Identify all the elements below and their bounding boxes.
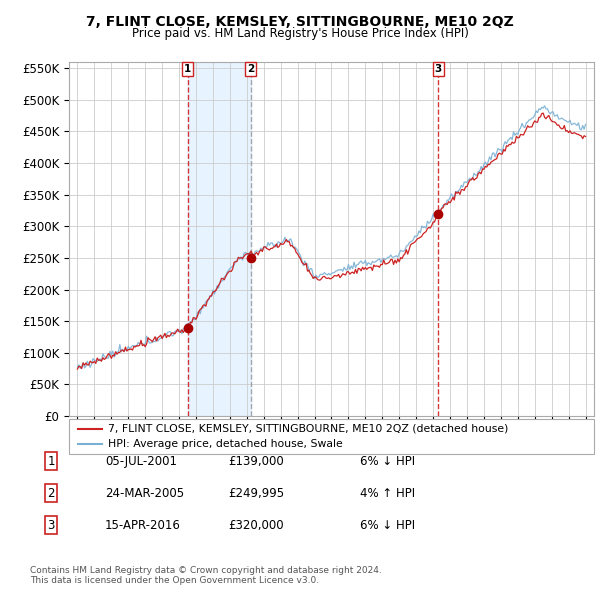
Text: 7, FLINT CLOSE, KEMSLEY, SITTINGBOURNE, ME10 2QZ: 7, FLINT CLOSE, KEMSLEY, SITTINGBOURNE, … [86,15,514,29]
Text: 2: 2 [247,64,254,74]
Text: 1: 1 [184,64,191,74]
Text: £249,995: £249,995 [228,487,284,500]
Text: 7, FLINT CLOSE, KEMSLEY, SITTINGBOURNE, ME10 2QZ (detached house): 7, FLINT CLOSE, KEMSLEY, SITTINGBOURNE, … [108,424,508,434]
Text: 05-JUL-2001: 05-JUL-2001 [105,455,177,468]
Text: 4% ↑ HPI: 4% ↑ HPI [360,487,415,500]
Text: Contains HM Land Registry data © Crown copyright and database right 2024.
This d: Contains HM Land Registry data © Crown c… [30,566,382,585]
Text: £320,000: £320,000 [228,519,284,532]
Text: 24-MAR-2005: 24-MAR-2005 [105,487,184,500]
Text: 6% ↓ HPI: 6% ↓ HPI [360,455,415,468]
Bar [188,62,251,416]
Text: HPI: Average price, detached house, Swale: HPI: Average price, detached house, Swal… [108,440,343,450]
Text: Price paid vs. HM Land Registry's House Price Index (HPI): Price paid vs. HM Land Registry's House … [131,27,469,40]
Text: £139,000: £139,000 [228,455,284,468]
Text: 3: 3 [434,64,442,74]
Text: 3: 3 [47,519,55,532]
Text: 15-APR-2016: 15-APR-2016 [105,519,181,532]
Text: 6% ↓ HPI: 6% ↓ HPI [360,519,415,532]
Text: 1: 1 [47,455,55,468]
Text: 2: 2 [47,487,55,500]
